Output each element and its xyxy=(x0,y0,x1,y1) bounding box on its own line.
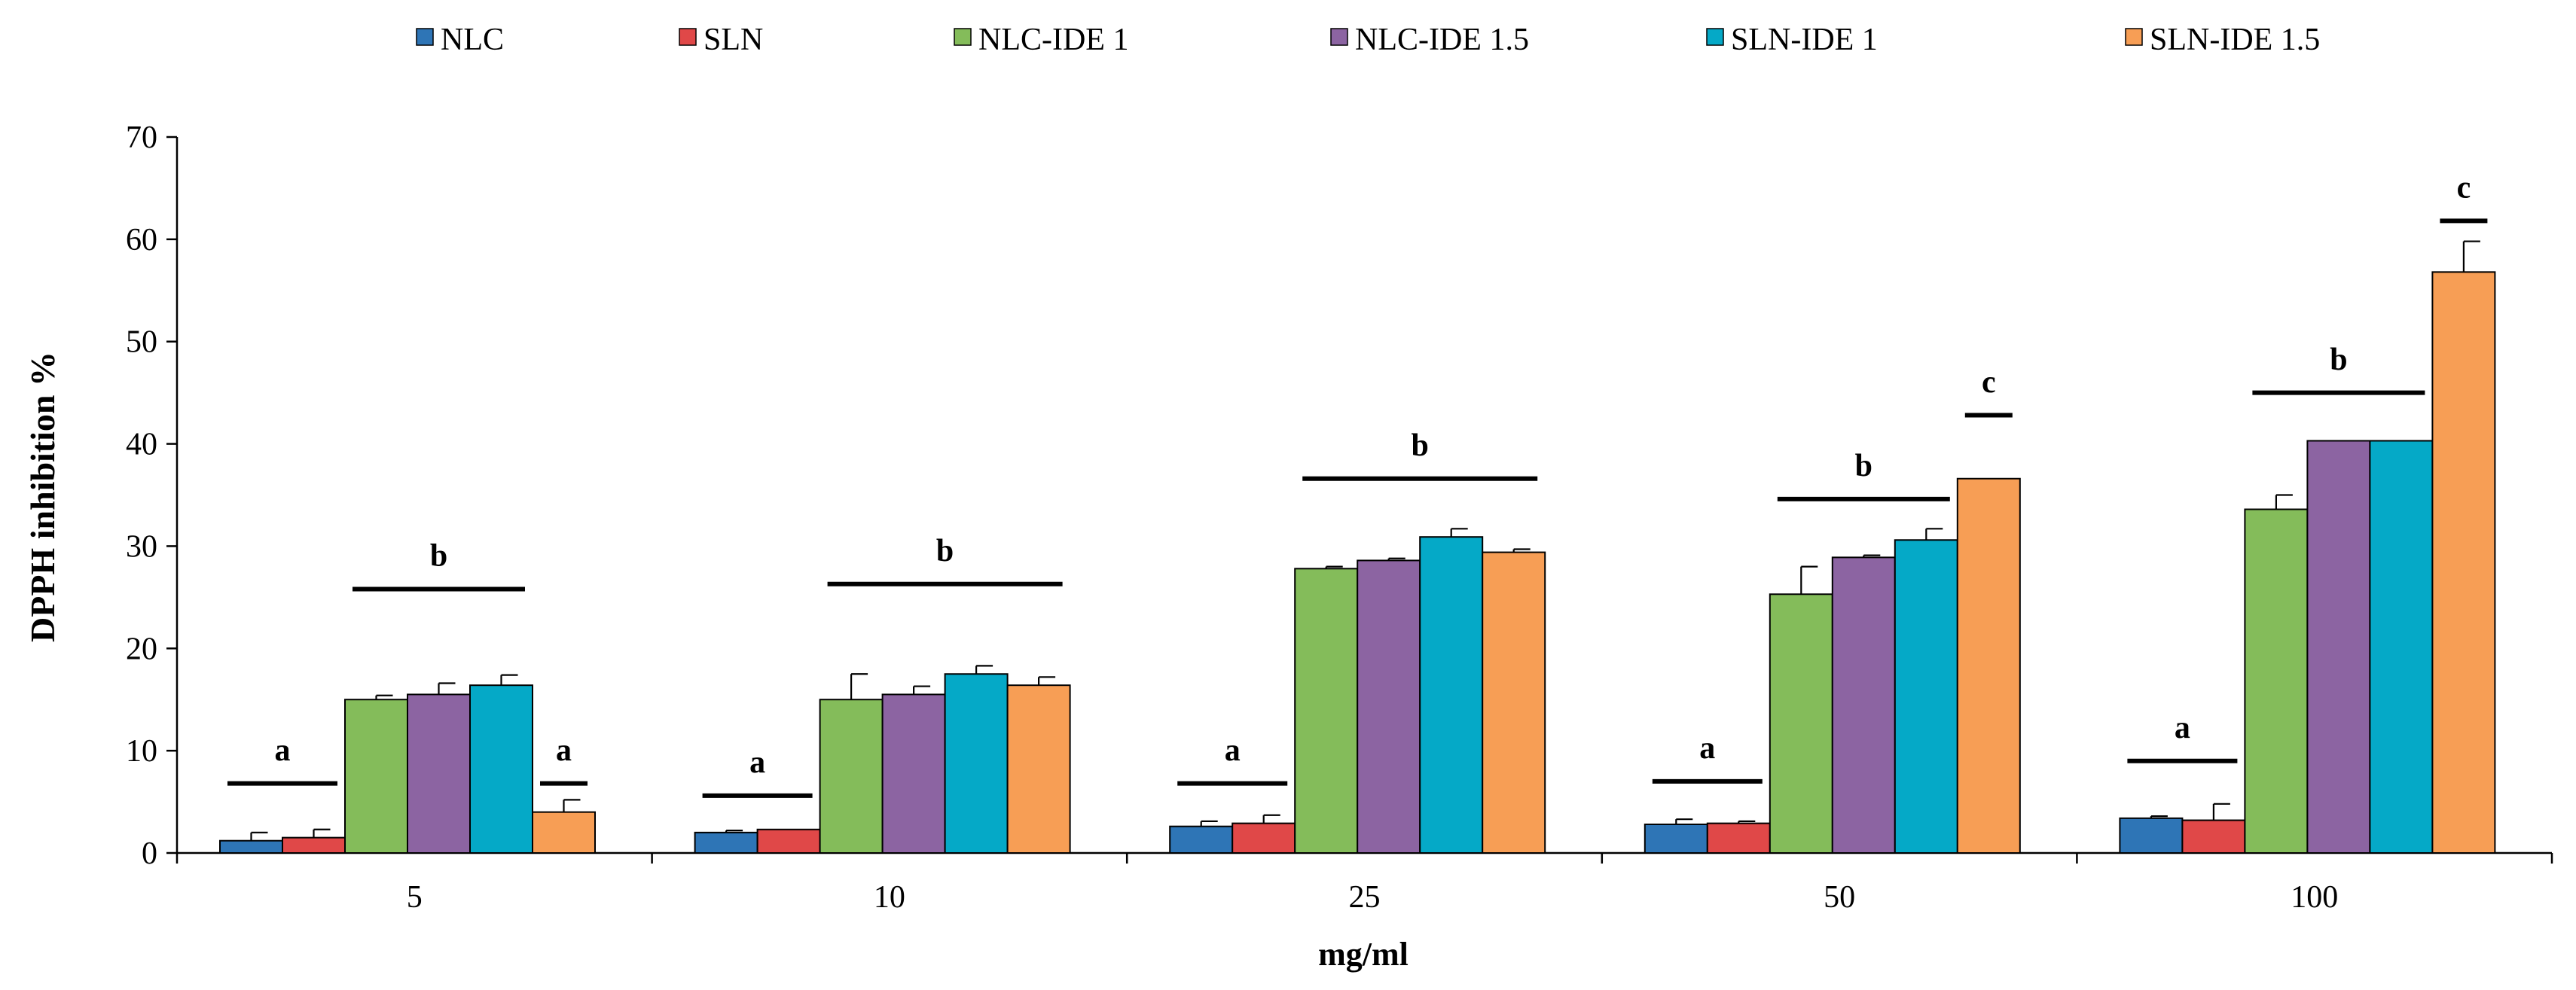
bar-nlc-ide-1-10 xyxy=(819,699,884,854)
bar-sln-5 xyxy=(282,836,346,854)
bar-sln-ide-1-5-5 xyxy=(532,811,596,854)
bar-sln-25 xyxy=(1232,822,1296,854)
legend-swatch xyxy=(954,28,972,46)
x-tick-label: 100 xyxy=(2291,880,2338,915)
bar-sln-ide-1-5-25 xyxy=(1482,551,1546,854)
bar-nlc-10 xyxy=(694,831,758,854)
bar-nlc-ide-1-5-10 xyxy=(881,693,946,854)
significance-label: a xyxy=(275,733,291,768)
x-tick-label: 5 xyxy=(407,880,423,915)
bar-nlc-ide-1-5-5 xyxy=(407,693,471,854)
y-tick-label: 0 xyxy=(142,836,157,871)
significance-label: c xyxy=(2457,171,2471,206)
bar-nlc-ide-1-5-100 xyxy=(2306,440,2371,854)
y-tick-label: 30 xyxy=(126,529,157,564)
bar-sln-ide-1-50 xyxy=(1894,539,1958,854)
bar-nlc-ide-1-5-50 xyxy=(1831,556,1896,854)
bar-sln-50 xyxy=(1706,822,1771,854)
y-tick-label: 70 xyxy=(126,120,157,155)
bar-sln-ide-1-5 xyxy=(469,684,533,854)
legend-swatch xyxy=(2125,28,2143,46)
error-bars xyxy=(250,240,2480,841)
legend-label: SLN xyxy=(704,23,763,57)
x-axis: 5 10 25 50 100 xyxy=(175,851,2553,915)
significance-markers: a b a a b a b a b c a b c xyxy=(227,171,2488,798)
legend-label: NLC xyxy=(441,23,504,57)
significance-label: a xyxy=(556,733,572,768)
bar-nlc-ide-1-25 xyxy=(1294,568,1359,854)
y-axis-title: DPPH inhibition % xyxy=(23,352,62,642)
legend-label: NLC-IDE 1.5 xyxy=(1355,23,1529,57)
significance-label: b xyxy=(936,534,954,568)
significance-label: b xyxy=(1412,428,1429,463)
y-tick-label: 40 xyxy=(126,428,157,462)
significance-label: a xyxy=(1225,733,1241,768)
bar-sln-10 xyxy=(756,828,821,854)
significance-label: b xyxy=(1855,449,1872,483)
bars xyxy=(219,271,2496,854)
legend-swatch xyxy=(1706,28,1724,46)
legend-label: SLN-IDE 1.5 xyxy=(2150,23,2320,57)
significance-label: b xyxy=(2330,343,2347,377)
y-tick-label: 10 xyxy=(126,734,157,769)
y-tick-label: 50 xyxy=(126,325,157,360)
significance-label: c xyxy=(1982,365,1996,400)
y-tick-label: 60 xyxy=(126,223,157,257)
bar-nlc-ide-1-50 xyxy=(1769,593,1833,854)
legend-label: NLC-IDE 1 xyxy=(978,23,1128,57)
bar-sln-ide-1-5-10 xyxy=(1006,684,1071,854)
bar-sln-ide-1-100 xyxy=(2369,440,2434,854)
significance-label: a xyxy=(2175,711,2190,745)
bar-nlc-100 xyxy=(2119,817,2184,854)
bar-nlc-5 xyxy=(219,839,283,854)
legend-label: SLN-IDE 1 xyxy=(1731,23,1878,57)
bar-sln-ide-1-10 xyxy=(944,673,1009,854)
bar-nlc-50 xyxy=(1644,823,1708,854)
bar-sln-ide-1-5-100 xyxy=(2431,271,2496,854)
bar-nlc-ide-1-5-25 xyxy=(1357,559,1421,854)
legend-swatch xyxy=(1330,28,1348,46)
significance-label: b xyxy=(430,539,447,574)
y-tick-label: 20 xyxy=(126,632,157,666)
significance-label: a xyxy=(1699,731,1715,766)
x-axis-title: mg/ml xyxy=(1318,936,1409,973)
legend-swatch xyxy=(416,28,434,46)
legend: NLC SLN NLC-IDE 1 NLC-IDE 1.5 SLN-IDE 1 SLN-I… xyxy=(416,23,2320,57)
bar-nlc-25 xyxy=(1169,825,1234,854)
bar-nlc-ide-1-100 xyxy=(2244,508,2309,854)
bar-sln-ide-1-25 xyxy=(1419,536,1484,854)
x-tick-label: 25 xyxy=(1349,880,1381,915)
bar-sln-100 xyxy=(2181,819,2246,854)
bar-sln-ide-1-5-50 xyxy=(1956,477,2021,854)
y-axis: 0 10 20 30 40 50 60 70 xyxy=(126,120,179,871)
significance-label: a xyxy=(749,745,765,780)
x-tick-label: 50 xyxy=(1824,880,1855,915)
bar-nlc-ide-1-5 xyxy=(344,699,408,854)
x-tick-label: 10 xyxy=(874,880,905,915)
legend-swatch xyxy=(679,28,697,46)
